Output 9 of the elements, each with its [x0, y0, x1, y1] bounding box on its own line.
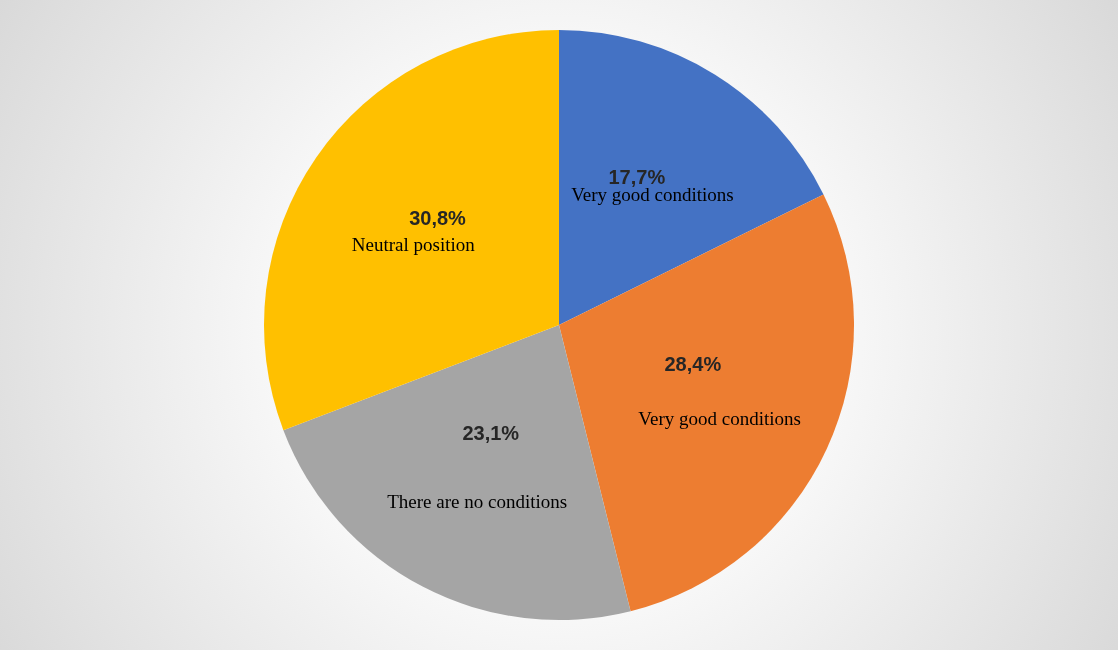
data-label: 30,8% — [409, 207, 467, 230]
pie-slice — [559, 30, 824, 325]
pie-slice — [283, 325, 631, 620]
slice-label: Neutral position — [351, 233, 476, 255]
slice-label: Very good conditions — [638, 408, 801, 430]
data-label: 23,1% — [462, 421, 520, 444]
slice-label: There are no conditions — [387, 490, 568, 512]
data-label: 17,7% — [608, 165, 666, 188]
data-label: 28,4% — [664, 352, 722, 375]
